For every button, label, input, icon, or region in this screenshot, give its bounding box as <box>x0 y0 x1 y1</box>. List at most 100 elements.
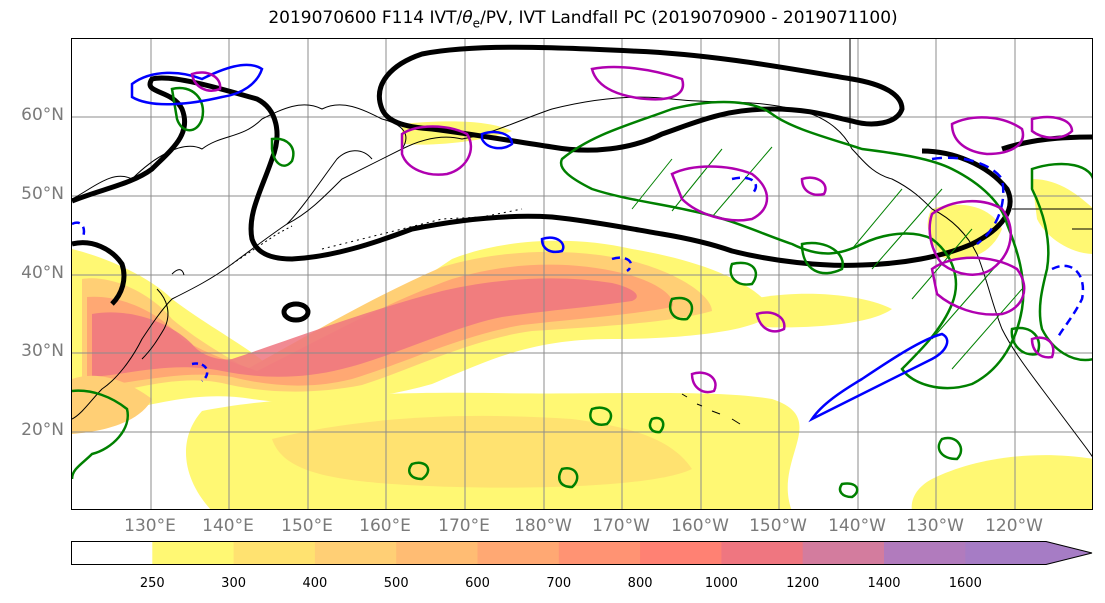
blue-contour-west <box>130 63 264 106</box>
colorbar-tick-label: 600 <box>465 576 490 591</box>
map-title: 2019070600 F114 IVT/θe/PV, IVT Landfall … <box>268 8 898 31</box>
colorbar-tick-label: 1200 <box>786 576 820 591</box>
blue-contour-dash-4 <box>191 362 209 383</box>
colorbar-tick-label: 800 <box>627 576 653 591</box>
colorbar-segment <box>884 541 966 565</box>
colorbar-tick-label: 400 <box>302 576 328 591</box>
blue-contour-aleutian <box>480 130 514 150</box>
magenta-contours <box>190 65 1074 394</box>
colorbar-outline <box>71 541 1093 565</box>
green-contour-s9 <box>838 482 859 499</box>
green-contour-s3 <box>800 241 845 275</box>
magenta-contour-5 <box>930 256 1026 316</box>
green-contour-s8 <box>558 467 579 489</box>
kuril-islands <box>231 225 293 265</box>
black-contour-northeast <box>1001 134 1092 152</box>
blue-contour-dash-3 <box>611 256 633 273</box>
green-contour-s6 <box>937 436 963 461</box>
green-contours <box>72 86 1092 499</box>
blue-contour-east-2 <box>1051 264 1085 340</box>
magenta-contour-10 <box>1030 336 1055 359</box>
colorbar-tick-label: 500 <box>383 576 409 591</box>
magenta-contour-3 <box>670 165 769 222</box>
colorbar-tick-label: 300 <box>221 576 247 591</box>
green-contour-s1 <box>668 296 694 321</box>
lon-label-140e: 140°E <box>202 516 254 536</box>
colorbar-tick-label: 1000 <box>704 576 738 591</box>
black-contours <box>72 44 1092 323</box>
aleutians <box>321 208 523 250</box>
blue-contour-dash-2 <box>72 221 86 240</box>
black-contour-sw <box>72 240 127 306</box>
colorbar-tick-label: 1400 <box>867 576 901 591</box>
green-contour-west-b <box>270 137 295 167</box>
lon-label-150e: 150°E <box>281 516 333 536</box>
lon-label-150w: 150°W <box>749 516 807 536</box>
green-contour-west-a <box>170 86 205 132</box>
colorbar-segment <box>152 541 235 565</box>
lon-label-120w: 120°W <box>985 516 1043 536</box>
alaska-coast <box>401 96 933 210</box>
green-contour-s2 <box>729 261 758 286</box>
ivt-west-blob <box>72 375 152 434</box>
colorbar-segment <box>802 541 885 565</box>
gridlines <box>72 39 1092 509</box>
green-contour-east <box>1030 162 1092 362</box>
green-contour-s5 <box>648 416 665 434</box>
ivt-shading <box>72 121 1092 509</box>
lat-label-20n: 20°N <box>21 420 64 440</box>
black-contour-closed-small <box>281 301 311 323</box>
ivt-band-south-inner <box>272 415 692 488</box>
magenta-contour-4 <box>928 199 1012 276</box>
lon-label-140w: 140°W <box>828 516 886 536</box>
green-contour-sw <box>72 389 130 480</box>
magenta-contour-9 <box>690 371 717 394</box>
blue-contours <box>72 63 1085 423</box>
colorbar-segment <box>558 541 641 565</box>
lon-label-180w: 180°W <box>514 516 572 536</box>
map-canvas <box>72 39 1092 509</box>
hatch-region <box>631 146 1023 370</box>
ivt-colorbar <box>71 541 1093 565</box>
green-contour-ne-big <box>559 100 1025 390</box>
lon-label-170e: 170°E <box>438 516 490 536</box>
lat-label-40n: 40°N <box>21 263 64 283</box>
magenta-contour-12 <box>800 176 827 196</box>
green-contour-s7 <box>408 461 430 481</box>
lat-label-60n: 60°N <box>21 105 64 125</box>
ivt-main-core <box>92 278 637 377</box>
colorbar-segment <box>314 541 397 565</box>
lon-label-160e: 160°E <box>359 516 411 536</box>
blue-contour-east-long <box>808 332 949 423</box>
colorbar-tick-label: 250 <box>139 576 165 591</box>
colorbar-segment <box>396 541 478 565</box>
black-contour-west <box>72 75 1013 268</box>
colorbar-tick-label: 1600 <box>948 576 982 591</box>
magenta-contour-2 <box>590 65 685 101</box>
colorbar-segment <box>233 541 316 565</box>
lon-label-160w: 160°W <box>671 516 729 536</box>
ivt-pacific-mid <box>752 293 892 328</box>
colorbar-segment <box>71 541 153 565</box>
green-contour-s4 <box>589 406 613 426</box>
lon-label-130w: 130°W <box>906 516 964 536</box>
magenta-contour-6 <box>950 116 1025 156</box>
lat-label-50n: 50°N <box>21 184 64 204</box>
magenta-contour-11 <box>190 71 222 92</box>
japan <box>141 269 185 360</box>
colorbar-segment <box>721 541 804 565</box>
blue-contour-dash-5 <box>731 176 758 195</box>
colorbar-segment <box>965 541 1092 565</box>
ivt-east-coast <box>927 204 1002 260</box>
north-america-coast <box>931 208 1092 458</box>
ivt-band-east <box>911 455 1092 509</box>
magenta-contour-1 <box>400 125 473 176</box>
lon-label-170w: 170°W <box>592 516 650 536</box>
map-panel <box>71 38 1093 510</box>
lat-label-30n: 30°N <box>21 341 64 361</box>
magenta-contour-8 <box>755 311 786 333</box>
lon-label-130e: 130°E <box>124 516 176 536</box>
colorbar-segment <box>477 541 560 565</box>
colorbar-segments <box>71 541 1092 565</box>
blue-contour-small <box>540 236 565 254</box>
